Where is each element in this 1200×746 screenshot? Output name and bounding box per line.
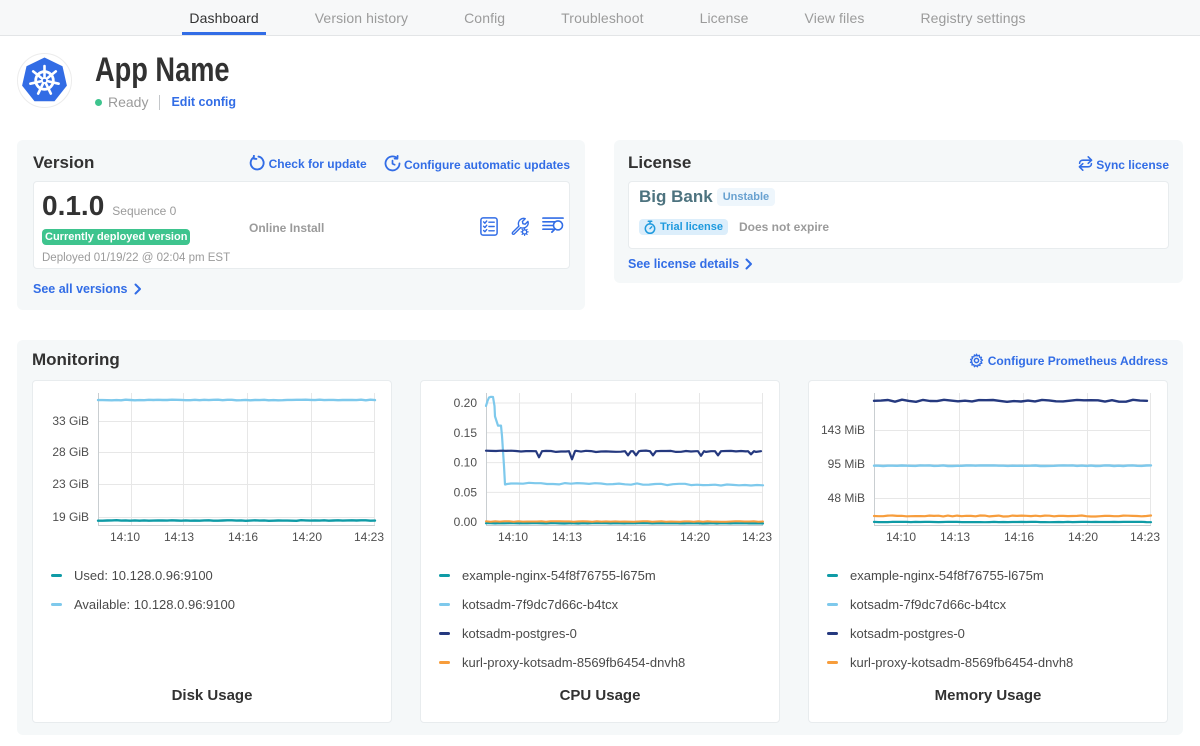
svg-text:14:20: 14:20 [680,530,710,544]
svg-text:14:10: 14:10 [886,530,916,544]
svg-text:143 MiB: 143 MiB [821,423,865,437]
svg-text:0.00: 0.00 [454,515,478,529]
svg-text:14:13: 14:13 [940,530,970,544]
svg-text:14:13: 14:13 [552,530,582,544]
svg-text:0.10: 0.10 [454,456,478,470]
svg-text:28 GiB: 28 GiB [52,445,89,459]
svg-text:48 MiB: 48 MiB [828,491,865,505]
svg-text:19 GiB: 19 GiB [52,510,89,524]
svg-text:14:10: 14:10 [110,530,140,544]
svg-text:23 GiB: 23 GiB [52,477,89,491]
svg-text:14:20: 14:20 [292,530,322,544]
svg-text:14:16: 14:16 [616,530,646,544]
svg-text:14:23: 14:23 [354,530,384,544]
svg-text:95 MiB: 95 MiB [828,457,865,471]
svg-text:14:10: 14:10 [498,530,528,544]
svg-text:0.20: 0.20 [454,396,478,410]
svg-text:0.15: 0.15 [454,426,478,440]
svg-text:14:16: 14:16 [1004,530,1034,544]
svg-text:33 GiB: 33 GiB [52,414,89,428]
svg-text:14:20: 14:20 [1068,530,1098,544]
svg-text:0.05: 0.05 [454,485,478,499]
svg-text:14:23: 14:23 [1130,530,1160,544]
svg-text:14:23: 14:23 [742,530,772,544]
svg-text:14:16: 14:16 [228,530,258,544]
svg-text:14:13: 14:13 [164,530,194,544]
